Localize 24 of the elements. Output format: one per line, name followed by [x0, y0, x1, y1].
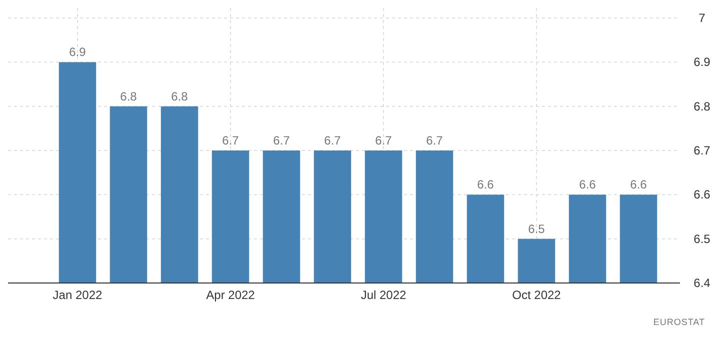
y-tick-label: 6.8: [694, 99, 711, 114]
y-tick-label: 6.5: [694, 232, 711, 246]
data-label: 6.8: [171, 89, 188, 104]
data-label: 6.5: [528, 222, 546, 236]
data-label: 6.6: [630, 178, 648, 192]
data-label: 6.7: [426, 134, 444, 148]
x-tick-label: Jan 2022: [52, 288, 103, 302]
y-tick-label: 6.6: [694, 188, 711, 202]
data-label: 6.7: [324, 134, 342, 148]
y-tick-label: 6.9: [694, 55, 711, 70]
data-label: 6.7: [273, 134, 290, 148]
data-label: 6.7: [222, 134, 240, 148]
x-tick-label: Apr 2022: [206, 288, 256, 302]
x-tick-label: Oct 2022: [512, 288, 562, 302]
y-tick-label: 6.7: [694, 144, 711, 158]
data-label: 6.6: [477, 178, 494, 192]
y-tick-label: 7: [698, 11, 706, 25]
y-tick-label: 6.4: [694, 276, 711, 290]
data-label: 6.7: [375, 134, 392, 148]
data-label: 6.6: [579, 178, 596, 192]
text: EUROSTAT: [653, 317, 705, 327]
data-label: 6.8: [120, 89, 138, 104]
x-tick-label: Jul 2022: [360, 288, 407, 302]
data-label: 6.9: [69, 45, 86, 60]
